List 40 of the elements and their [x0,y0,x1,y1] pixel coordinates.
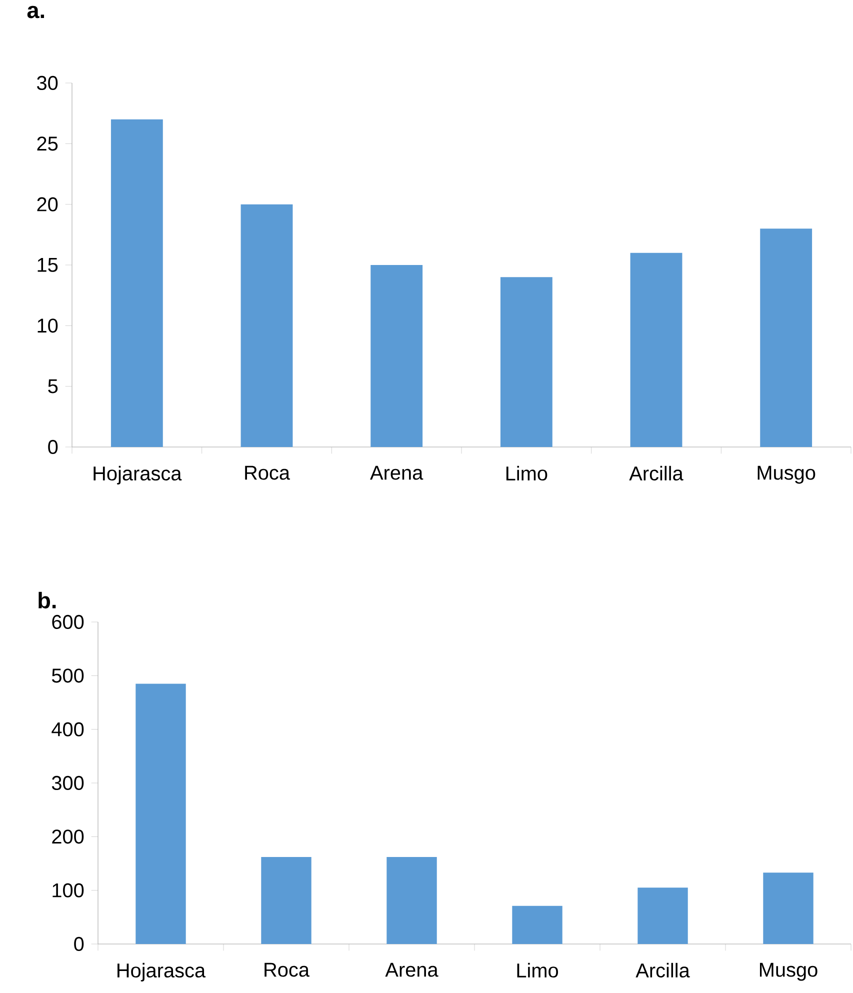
x-tick-label: Musgo [760,962,818,981]
bar [261,857,312,944]
x-tick-label: Arena [370,466,424,480]
y-tick-label: 600 [52,614,84,630]
bar [630,252,682,447]
y-tick-label: 100 [52,883,84,898]
bar [370,264,423,447]
y-tick-label: 20 [37,197,58,212]
x-tick-label: Hojarasca [118,962,206,982]
y-tick-label: 30 [37,76,58,90]
y-tick-label: 10 [38,318,58,333]
y-tick-label: 15 [38,258,58,272]
y-tick-label: 500 [52,668,84,683]
x-tick-label: Arcilla [636,962,690,978]
x-tick-label: Musgo [758,466,816,484]
x-tick-label: Limo [506,466,548,481]
x-tick-label: Roca [264,962,310,977]
bar [512,906,562,944]
bar [763,872,814,944]
bar [240,204,293,447]
y-tick-label: 5 [48,379,58,394]
y-tick-label: 25 [37,136,58,151]
bar [136,684,186,944]
bar [110,119,163,447]
x-tick-label: Roca [245,466,290,480]
chart-title: a. [27,6,44,18]
x-tick-label: Arcilla [629,466,684,481]
y-tick-label: 400 [52,722,84,736]
bar [760,228,812,447]
bar [500,277,552,447]
bar [638,888,688,944]
y-tick-label: 300 [52,776,84,790]
y-tick-label: 0 [48,440,58,454]
y-tick-label: 200 [52,830,84,844]
x-tick-label: Arena [385,962,438,977]
y-tick-label: 0 [74,936,84,952]
x-tick-label: Limo [517,962,558,978]
x-tick-label: Hojarasca [94,466,182,484]
chart-title: b. [38,592,56,608]
bar [386,857,437,944]
